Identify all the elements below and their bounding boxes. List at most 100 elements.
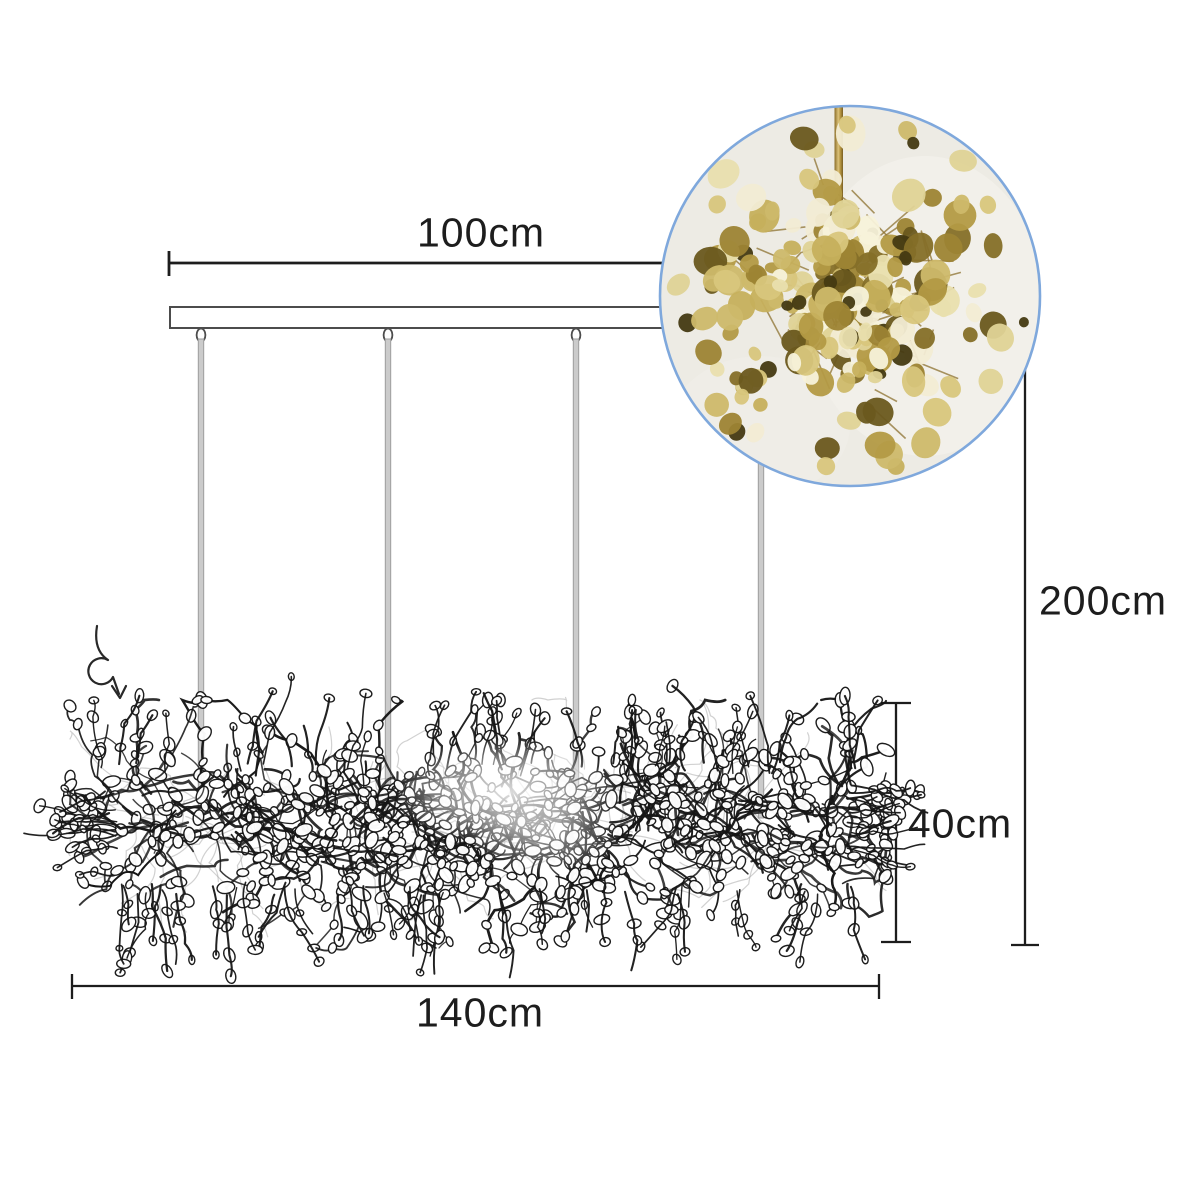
wire-branch [172,779,225,824]
leaf-bead [419,839,429,850]
gold-leaf [986,323,1014,352]
gold-leaf [965,303,982,323]
leaf-bead [510,922,529,937]
wire-branch [332,836,395,852]
gold-leaf [922,188,942,207]
gold-leaf [666,273,690,296]
leaf-bead [162,801,174,812]
leaf-bead [276,837,290,855]
leaf-bead [147,835,157,848]
leaf-bead [847,851,862,861]
gold-leaf [695,339,722,365]
leaf-bead [308,770,318,782]
gold-leaf [806,197,831,227]
wire-branch [207,743,230,807]
wire-sprig [262,675,293,765]
leaf-bead [876,742,896,758]
leaf-bead [364,831,379,849]
gold-leaf [922,397,952,427]
wire-sprig [585,889,590,933]
leaf-bead [436,857,447,870]
gold-leaf [736,183,767,212]
gold-leaf [876,254,891,267]
leaf-bead [798,853,811,864]
gold-leaf [855,252,878,276]
gold-stem [874,388,898,403]
gold-leaf [836,372,856,393]
leaf-bead [484,875,502,888]
leaf-bead [569,901,580,916]
leaf-bead [785,855,796,865]
gold-leaf [936,299,951,318]
leaf-bead [363,730,372,743]
wire-sprig [302,724,314,772]
wire-sprig [731,726,739,775]
leaf-bead [555,884,566,900]
gold-leaf [860,306,872,317]
leaf-bead [649,783,661,797]
wire-branch [771,842,799,892]
leaf-bead [756,829,769,847]
leaf-bead [63,699,77,713]
leaf-bead [403,878,421,894]
wire-sprig [778,702,819,764]
wire-sprig [118,694,141,766]
wire-sprig [56,845,119,869]
wire-sprig [600,883,608,943]
wire-sprig [845,797,898,821]
wire-sprig [640,885,678,948]
wire-branch [375,755,403,833]
wire-sprig [71,833,119,849]
wire-branch [96,724,119,804]
leaf-bead [216,880,236,895]
leaf-bead [645,882,656,892]
wire-sprig [581,884,594,928]
gold-leaf [856,401,876,424]
leaf-bead [506,871,518,881]
wire-sprig [346,692,367,770]
leaf-bead [824,845,834,857]
leaf-bead [278,777,295,796]
wire-sprig [23,828,117,837]
body-width-label: 140cm [415,989,545,1036]
leaf-bead [329,919,339,930]
gold-leaf [836,411,861,430]
leaf-bead [128,852,143,867]
leaf-bead [196,770,211,784]
leaf-bead [712,881,725,893]
leaf-bead [183,826,196,843]
leaf-bead [878,868,892,884]
wire-sprig [429,891,444,957]
gold-leaf [978,368,1004,395]
leaf-bead [659,799,671,811]
leaf-bead [799,747,810,761]
leaf-bead [591,746,606,757]
wire-sprig [852,699,879,764]
gold-leaf [831,199,860,229]
hanging-rod [384,338,392,819]
wire-sprig [788,890,806,932]
drop-height-label: 200cm [1038,577,1168,624]
leaf-bead [800,839,813,852]
leaf-bead [590,706,602,718]
wire-sprig [749,694,771,774]
leaf-bead [799,781,813,791]
leaf-bead [390,695,401,705]
leaf-bead [252,851,268,864]
leaf-bead [290,798,306,811]
gold-leaf [898,120,918,141]
leaf-bead [767,800,779,811]
gold-leaf [979,195,997,214]
leaf-bead [684,846,697,861]
leaf-bead [320,901,332,913]
wire-branch [270,849,399,882]
leaf-bead [784,884,795,899]
leaf-bead [721,800,733,810]
gold-leaf [901,366,926,397]
leaf-bead [365,768,381,780]
wire-sprig [654,725,666,767]
leaf-bead [236,867,250,878]
leaf-bead [110,865,124,876]
wire-sprig [665,721,671,766]
